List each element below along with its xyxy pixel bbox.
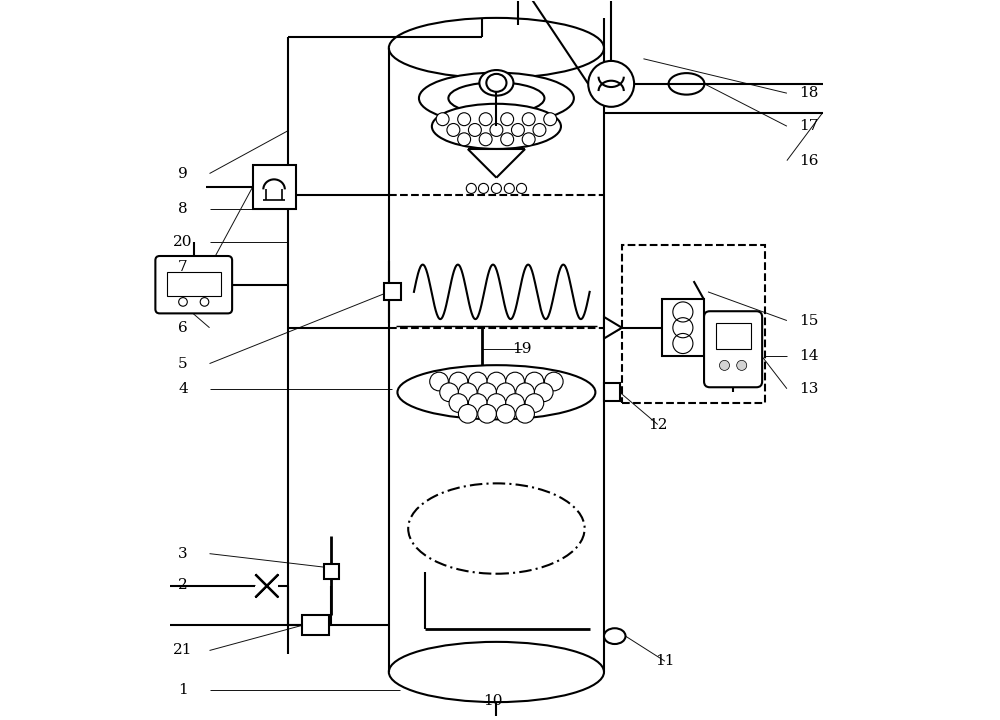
Ellipse shape	[389, 18, 604, 78]
Circle shape	[449, 394, 468, 413]
Circle shape	[478, 184, 489, 194]
Circle shape	[511, 124, 524, 136]
Circle shape	[449, 372, 468, 391]
FancyBboxPatch shape	[155, 256, 232, 313]
Bar	[167, 271, 221, 296]
Circle shape	[468, 372, 487, 391]
Circle shape	[533, 124, 546, 136]
Circle shape	[447, 124, 460, 136]
Ellipse shape	[479, 70, 513, 96]
Ellipse shape	[432, 104, 561, 149]
Text: 8: 8	[178, 202, 188, 217]
Circle shape	[496, 383, 515, 402]
Circle shape	[479, 113, 492, 126]
Text: 18: 18	[799, 86, 818, 100]
Text: 1: 1	[178, 683, 188, 697]
Circle shape	[487, 394, 506, 413]
Text: 13: 13	[799, 382, 818, 396]
Circle shape	[479, 132, 492, 145]
Circle shape	[496, 405, 515, 423]
Circle shape	[468, 124, 481, 136]
Circle shape	[458, 405, 477, 423]
Bar	[384, 283, 401, 300]
Ellipse shape	[669, 73, 704, 94]
Ellipse shape	[486, 74, 506, 92]
Ellipse shape	[389, 642, 604, 702]
Circle shape	[506, 394, 524, 413]
Text: 7: 7	[178, 260, 188, 274]
Circle shape	[478, 405, 496, 423]
Bar	[253, 165, 296, 210]
Circle shape	[506, 372, 524, 391]
Circle shape	[200, 297, 209, 306]
Circle shape	[501, 132, 514, 145]
Circle shape	[430, 372, 448, 391]
Circle shape	[737, 360, 747, 370]
Text: 21: 21	[173, 644, 193, 657]
Bar	[622, 246, 765, 403]
Ellipse shape	[397, 365, 595, 419]
FancyBboxPatch shape	[704, 311, 762, 387]
Text: 11: 11	[655, 654, 675, 668]
Circle shape	[487, 372, 506, 391]
Ellipse shape	[448, 82, 544, 114]
Bar	[604, 383, 620, 401]
Circle shape	[501, 113, 514, 126]
Text: 3: 3	[178, 546, 188, 561]
Circle shape	[544, 372, 563, 391]
Circle shape	[719, 360, 730, 370]
Circle shape	[516, 405, 534, 423]
Circle shape	[179, 297, 187, 306]
Ellipse shape	[419, 73, 574, 124]
Bar	[662, 299, 704, 356]
Circle shape	[504, 184, 514, 194]
Text: 12: 12	[648, 418, 668, 431]
Text: 19: 19	[512, 342, 531, 356]
Circle shape	[468, 394, 487, 413]
Text: 2: 2	[178, 578, 188, 593]
Circle shape	[466, 184, 476, 194]
Ellipse shape	[604, 629, 626, 644]
Circle shape	[588, 61, 634, 107]
Circle shape	[458, 113, 471, 126]
Text: 9: 9	[178, 166, 188, 181]
Text: 16: 16	[799, 153, 818, 168]
Circle shape	[491, 184, 501, 194]
Bar	[302, 616, 329, 636]
Circle shape	[525, 372, 544, 391]
Text: 4: 4	[178, 382, 188, 396]
Polygon shape	[604, 317, 622, 338]
Text: 5: 5	[178, 356, 188, 371]
Circle shape	[478, 383, 496, 402]
Circle shape	[516, 383, 534, 402]
Circle shape	[522, 113, 535, 126]
Circle shape	[458, 383, 477, 402]
Circle shape	[436, 113, 449, 126]
Circle shape	[544, 113, 557, 126]
Bar	[324, 564, 339, 579]
Circle shape	[516, 184, 527, 194]
Text: 17: 17	[799, 120, 818, 133]
Text: 14: 14	[799, 349, 818, 364]
Circle shape	[490, 124, 503, 136]
Text: 6: 6	[178, 320, 188, 335]
Circle shape	[525, 394, 544, 413]
Text: 20: 20	[173, 235, 193, 248]
Circle shape	[458, 132, 471, 145]
Circle shape	[522, 132, 535, 145]
Bar	[716, 323, 751, 349]
Circle shape	[534, 383, 553, 402]
Text: 10: 10	[483, 693, 503, 708]
Text: 15: 15	[799, 313, 818, 328]
Circle shape	[440, 383, 458, 402]
